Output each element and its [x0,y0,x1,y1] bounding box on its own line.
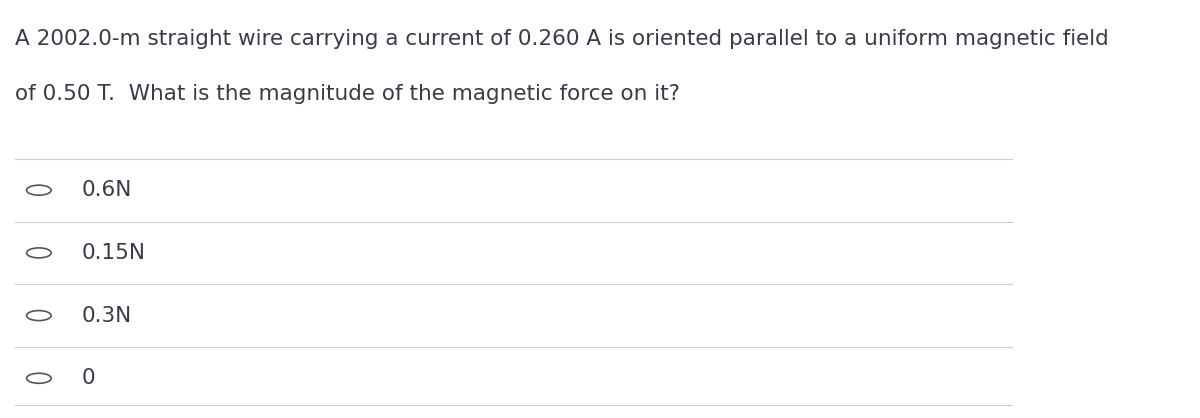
Text: 0.15N: 0.15N [82,243,145,263]
Text: 0.6N: 0.6N [82,180,132,200]
Text: A 2002.0-m straight wire carrying a current of 0.260 A is oriented parallel to a: A 2002.0-m straight wire carrying a curr… [16,29,1109,49]
Text: 0: 0 [82,368,96,388]
Text: 0.3N: 0.3N [82,306,132,326]
Text: of 0.50 T.  What is the magnitude of the magnetic force on it?: of 0.50 T. What is the magnitude of the … [16,84,680,104]
